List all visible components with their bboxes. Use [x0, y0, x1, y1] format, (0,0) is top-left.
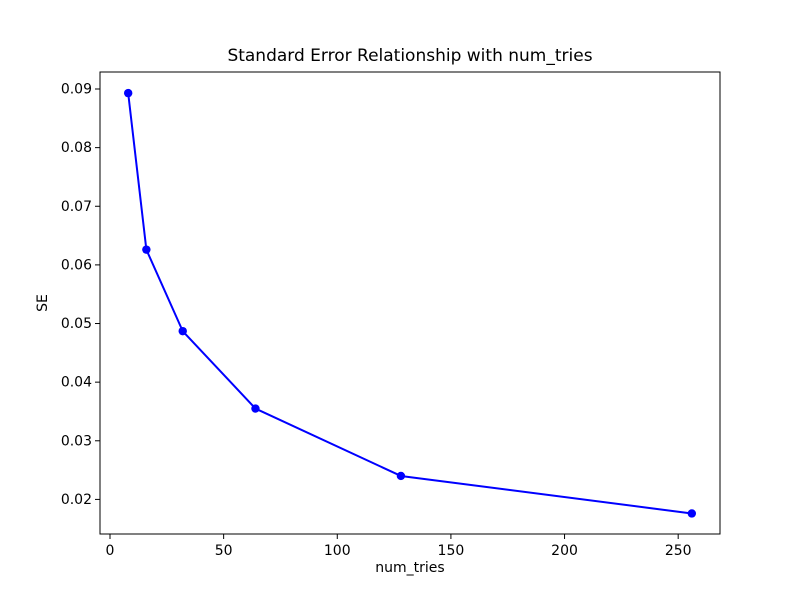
- x-tick-label: 100: [324, 543, 351, 559]
- data-point: [687, 509, 697, 518]
- x-axis-label: num_tries: [375, 560, 444, 576]
- x-axis-ticks: 0 50 100 150 200 250: [106, 534, 692, 559]
- data-series: [123, 88, 697, 518]
- x-tick-label: 150: [438, 543, 465, 559]
- series-line: [127, 92, 693, 515]
- y-tick-label: 0.04: [61, 375, 92, 391]
- data-point: [396, 471, 406, 481]
- data-point: [178, 326, 187, 336]
- y-tick-label: 0.06: [61, 257, 92, 273]
- y-tick-label: 0.08: [61, 140, 92, 156]
- plot-area-border: [99, 71, 721, 535]
- y-tick-label: 0.09: [61, 82, 92, 98]
- x-tick-label: 250: [665, 543, 692, 559]
- y-tick-label: 0.07: [61, 199, 92, 215]
- y-axis-label: SE: [35, 294, 51, 312]
- data-point: [123, 88, 133, 98]
- y-tick-label: 0.05: [61, 316, 92, 332]
- y-axis-ticks: 0.02 0.03 0.04 0.05 0.06 0.07 0.08 0.09: [61, 82, 100, 508]
- data-point: [142, 245, 151, 254]
- x-tick-label: 200: [551, 543, 578, 559]
- chart-title: Standard Error Relationship with num_tri…: [227, 46, 592, 66]
- data-point: [251, 404, 260, 413]
- y-tick-label: 0.03: [61, 433, 92, 449]
- x-tick-label: 50: [215, 543, 233, 559]
- x-tick-label: 0: [106, 543, 115, 559]
- y-tick-label: 0.02: [61, 492, 92, 508]
